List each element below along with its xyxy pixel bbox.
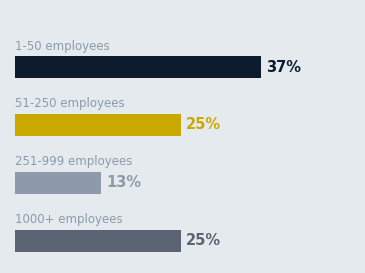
Bar — [15, 230, 181, 251]
Text: 51-250 employees: 51-250 employees — [15, 97, 124, 111]
Text: 1000+ employees: 1000+ employees — [15, 213, 122, 226]
Bar — [15, 56, 261, 78]
Text: 13%: 13% — [106, 175, 141, 190]
Text: 25%: 25% — [186, 117, 221, 132]
Bar — [15, 172, 101, 194]
Text: 25%: 25% — [186, 233, 221, 248]
Text: 251-999 employees: 251-999 employees — [15, 155, 132, 168]
Text: 1-50 employees: 1-50 employees — [15, 40, 110, 53]
Text: 37%: 37% — [266, 60, 301, 75]
Bar — [15, 114, 181, 136]
